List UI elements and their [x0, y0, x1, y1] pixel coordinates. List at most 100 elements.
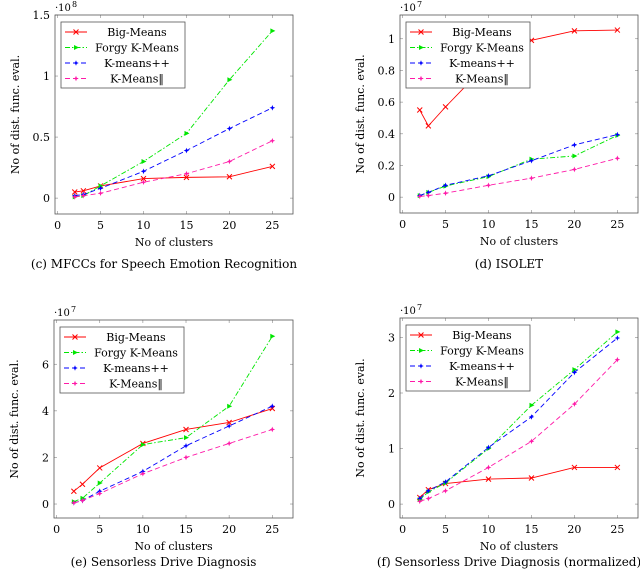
- x-marker: [96, 465, 103, 471]
- y-tick-label: 0: [388, 498, 395, 511]
- triangle-marker: [270, 333, 276, 339]
- y-axis-label: No of dist. func. eval.: [8, 359, 21, 478]
- x-tick-label: 0: [399, 218, 406, 231]
- star-marker: [71, 194, 78, 200]
- star-marker: [418, 75, 424, 82]
- triangle-marker: [270, 28, 276, 34]
- star-marker: [485, 464, 492, 471]
- series-line: [74, 165, 273, 193]
- x-marker: [226, 419, 233, 426]
- legend-label: K-Means‖: [455, 376, 509, 390]
- axes-frame: [54, 14, 294, 215]
- star-marker: [442, 487, 449, 494]
- legend-label: K-means++: [103, 362, 169, 375]
- triangle-marker: [572, 153, 578, 159]
- chart-panel: 0 5 10 15 20 25 0 1 2 3 ·10 7 No of clusters No of di…: [354, 303, 640, 569]
- y-tick-label: 0: [42, 498, 49, 511]
- y-tick-label: 0: [388, 191, 395, 204]
- star-marker: [97, 190, 104, 197]
- star-marker: [140, 179, 147, 186]
- triangle-marker: [615, 329, 621, 335]
- y-tick-label: 0.8: [378, 64, 396, 77]
- x-marker: [226, 173, 233, 180]
- triangle-marker: [141, 159, 147, 165]
- star-marker: [80, 192, 87, 199]
- legend-label: K-means++: [449, 57, 515, 70]
- legend: Big-Means Forgy K-Means K-means++ K-Means‖: [59, 326, 185, 394]
- x-axis-label: No of clusters: [480, 235, 559, 248]
- triangle-marker: [184, 130, 190, 136]
- series-line: [419, 134, 618, 196]
- x-tick-label: 10: [481, 523, 495, 536]
- star-marker: [226, 440, 232, 447]
- legend-label: K-Means‖: [109, 378, 163, 392]
- star-marker: [425, 189, 432, 196]
- series-line: [419, 466, 618, 498]
- star-marker: [226, 423, 232, 429]
- y-tick-label: 0.5: [33, 131, 51, 144]
- legend-box: [405, 324, 531, 392]
- legend-box: [59, 326, 185, 394]
- x-tick-label: 5: [442, 523, 449, 536]
- star-marker: [425, 192, 432, 199]
- x-marker: [70, 488, 77, 495]
- star-marker: [614, 155, 621, 162]
- x-tick-label: 15: [179, 219, 193, 232]
- legend-label: K-Means‖: [455, 73, 509, 87]
- y-tick-label: 0.6: [378, 96, 396, 109]
- triangle-marker: [419, 348, 424, 353]
- series-line: [419, 157, 618, 197]
- star-marker: [416, 193, 423, 200]
- legend-label: Big-Means: [452, 329, 512, 342]
- x-marker: [425, 123, 432, 129]
- star-marker: [269, 104, 276, 111]
- star-marker: [72, 380, 78, 387]
- legend-label: Big-Means: [106, 331, 166, 344]
- star-marker: [140, 168, 147, 175]
- star-marker: [614, 335, 621, 341]
- x-tick-label: 15: [524, 218, 538, 231]
- star-marker: [614, 131, 621, 138]
- series-k-means-: [71, 426, 276, 506]
- x-marker: [73, 29, 79, 35]
- y-exponent: 8: [72, 0, 77, 9]
- star-marker: [72, 365, 78, 371]
- x-tick-label: 10: [136, 219, 150, 232]
- star-marker: [528, 438, 535, 445]
- star-marker: [571, 401, 578, 407]
- triangle-marker: [529, 402, 535, 408]
- chart-caption: (f) Sensorless Drive Diagnosis (normaliz…: [377, 555, 640, 569]
- triangle-marker: [98, 183, 104, 189]
- star-marker: [416, 498, 423, 505]
- x-marker: [79, 481, 86, 488]
- series-k-means-: [416, 356, 621, 505]
- x-tick-label: 0: [53, 523, 60, 536]
- series-k-means-: [71, 137, 276, 200]
- y-tick-label: 2: [388, 387, 395, 400]
- chart-caption: (c) MFCCs for Speech Emotion Recognition: [31, 257, 297, 271]
- y-tick-label: 2: [42, 451, 49, 464]
- y-tick-label: 1.5: [33, 9, 51, 22]
- x-tick-label: 20: [567, 523, 581, 536]
- star-marker: [226, 158, 233, 165]
- series-line: [74, 107, 273, 197]
- x-tick-label: 10: [136, 523, 150, 536]
- y-tick-label: 0.4: [378, 128, 396, 141]
- triangle-marker: [184, 435, 190, 441]
- legend-label: Forgy K-Means: [94, 347, 178, 360]
- y-tick-label: 1: [388, 443, 395, 456]
- series-big-means: [71, 163, 276, 195]
- star-marker: [269, 403, 276, 409]
- x-marker: [614, 27, 621, 33]
- chart-panel: 0 5 10 15 20 25 0 0.5 1 1.5 ·10 8 No of clusters No o…: [9, 0, 297, 271]
- legend: Big-Means Forgy K-Means K-means++ K-Means‖: [60, 21, 186, 89]
- star-marker: [183, 442, 189, 449]
- star-marker: [96, 490, 103, 497]
- x-axis-label: No of clusters: [134, 540, 213, 553]
- star-marker: [528, 157, 535, 164]
- series-line: [74, 140, 273, 198]
- star-marker: [183, 454, 189, 461]
- x-marker: [183, 174, 190, 181]
- series-line: [73, 408, 273, 492]
